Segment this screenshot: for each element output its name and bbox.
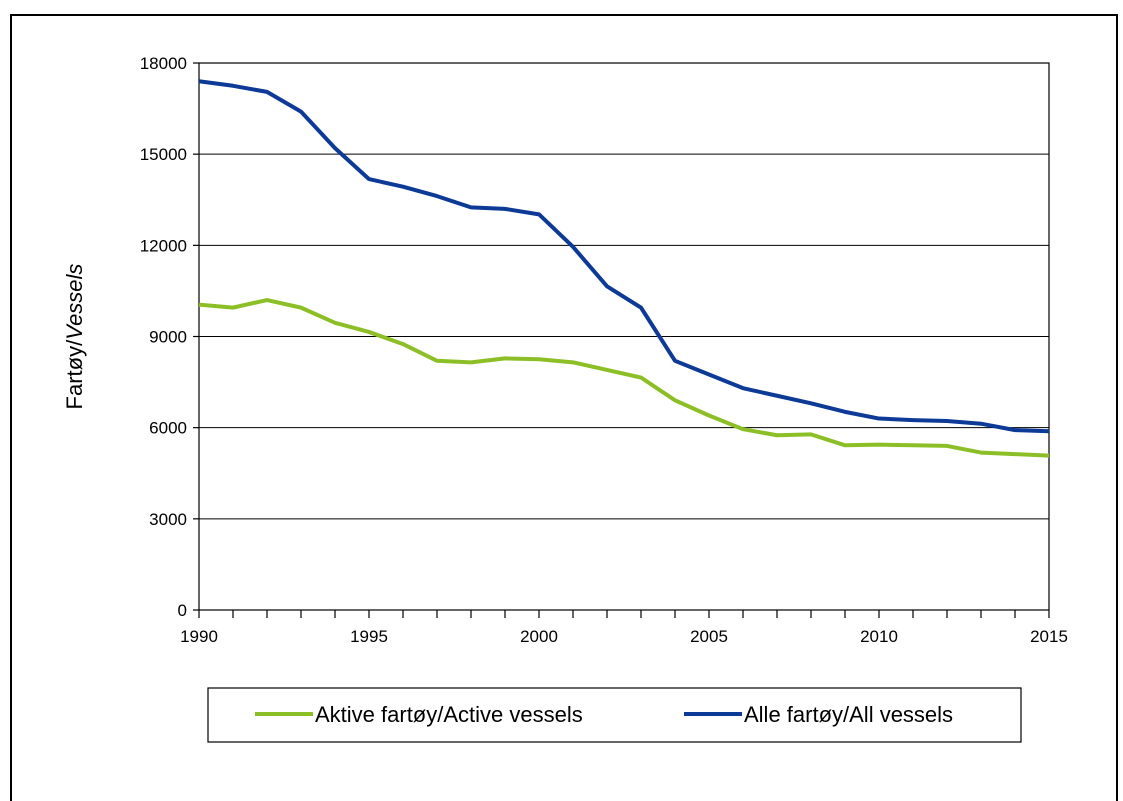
y-tick-label: 6000 [149,419,187,438]
y-tick-label: 0 [178,601,187,620]
y-axis-title-plain: Fartøy/ [62,339,87,410]
x-tick-label: 1990 [180,627,218,646]
x-tick-label: 2005 [690,627,728,646]
series-line-all-vessels [198,79,1050,434]
series-line-active-vessels [198,298,1050,458]
y-tick-label: 15000 [140,145,187,164]
legend-items: Aktive fartøy/Active vessels Alle fartøy/… [255,702,953,727]
x-tick-label: 2015 [1030,627,1068,646]
x-tick-label: 2000 [520,627,558,646]
y-tick-label: 9000 [149,328,187,347]
y-tick-label: 18000 [140,54,187,73]
series-layer [198,79,1050,458]
x-tick-label: 1995 [350,627,388,646]
legend [207,687,1022,743]
y-axis: 0 3000 6000 9000 12000 15000 18000 [140,54,199,620]
legend-label: Aktive fartøy/Active vessels [315,702,583,727]
y-axis-title-italic: Vessels [62,264,87,340]
x-tick-label: 2010 [860,627,898,646]
legend-label: Alle fartøy/All vessels [744,702,953,727]
gridlines [199,153,1049,520]
chart-frame [10,14,1118,801]
y-tick-label: 12000 [140,236,187,255]
y-tick-label: 3000 [149,510,187,529]
x-axis: 1990 1995 2000 2005 2010 2015 [180,610,1068,646]
y-axis-title: Fartøy/Vessels [62,264,87,410]
